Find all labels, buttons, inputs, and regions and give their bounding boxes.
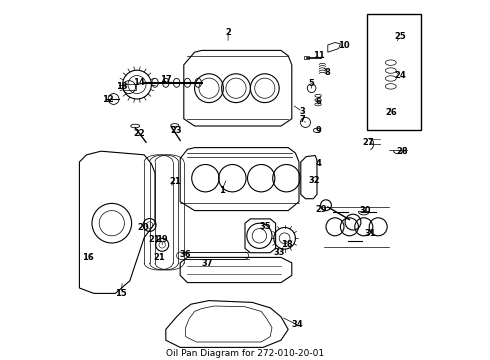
Text: 24: 24: [394, 71, 406, 80]
Text: 34: 34: [292, 320, 303, 329]
Text: 22: 22: [133, 129, 145, 138]
Text: 2: 2: [225, 28, 231, 37]
Text: 21: 21: [169, 177, 181, 186]
Text: 3: 3: [300, 107, 305, 116]
Text: 11: 11: [313, 51, 325, 60]
Text: 5: 5: [309, 79, 315, 88]
Text: 12: 12: [101, 95, 113, 104]
Text: 26: 26: [385, 108, 397, 117]
Text: 36: 36: [179, 250, 191, 259]
Text: 35: 35: [259, 222, 270, 231]
Text: 17: 17: [160, 76, 172, 85]
Text: 31: 31: [365, 229, 376, 238]
Text: 15: 15: [115, 289, 127, 298]
Text: 33: 33: [273, 248, 285, 257]
Text: 19: 19: [156, 235, 168, 244]
Text: 9: 9: [316, 126, 321, 135]
Text: 18: 18: [281, 240, 293, 249]
Text: 37: 37: [201, 259, 213, 268]
Text: 7: 7: [300, 115, 305, 124]
Text: 10: 10: [338, 41, 350, 50]
Text: 28: 28: [397, 147, 409, 156]
Text: 27: 27: [362, 139, 374, 148]
Text: Oil Pan Diagram for 272-010-20-01: Oil Pan Diagram for 272-010-20-01: [166, 349, 324, 358]
Bar: [368, 14, 421, 130]
Text: 20: 20: [138, 223, 149, 232]
Text: 14: 14: [133, 78, 145, 87]
Text: 23: 23: [171, 126, 182, 135]
Bar: [304, 56, 309, 59]
Text: 4: 4: [316, 159, 322, 168]
Text: 29: 29: [316, 205, 327, 214]
Text: 8: 8: [325, 68, 331, 77]
Text: 32: 32: [309, 176, 320, 185]
Text: 25: 25: [394, 32, 406, 41]
Text: 13: 13: [116, 82, 128, 91]
Text: 21: 21: [148, 235, 160, 244]
Text: 6: 6: [316, 97, 322, 106]
Text: 16: 16: [82, 253, 94, 262]
Text: 21: 21: [154, 253, 166, 262]
Text: 30: 30: [360, 206, 371, 215]
Text: 1: 1: [219, 186, 224, 195]
